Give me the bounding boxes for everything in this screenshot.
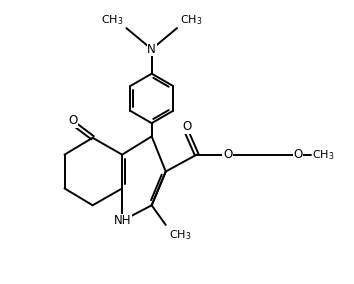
Text: N: N <box>147 43 156 56</box>
Text: NH: NH <box>113 214 131 227</box>
Text: CH$_3$: CH$_3$ <box>101 13 124 27</box>
Text: O: O <box>293 148 303 161</box>
Text: CH$_3$: CH$_3$ <box>180 13 202 27</box>
Text: O: O <box>223 148 232 161</box>
Text: O: O <box>68 114 78 128</box>
Text: O: O <box>182 120 192 133</box>
Text: CH$_3$: CH$_3$ <box>312 148 335 162</box>
Text: CH$_3$: CH$_3$ <box>169 228 191 242</box>
